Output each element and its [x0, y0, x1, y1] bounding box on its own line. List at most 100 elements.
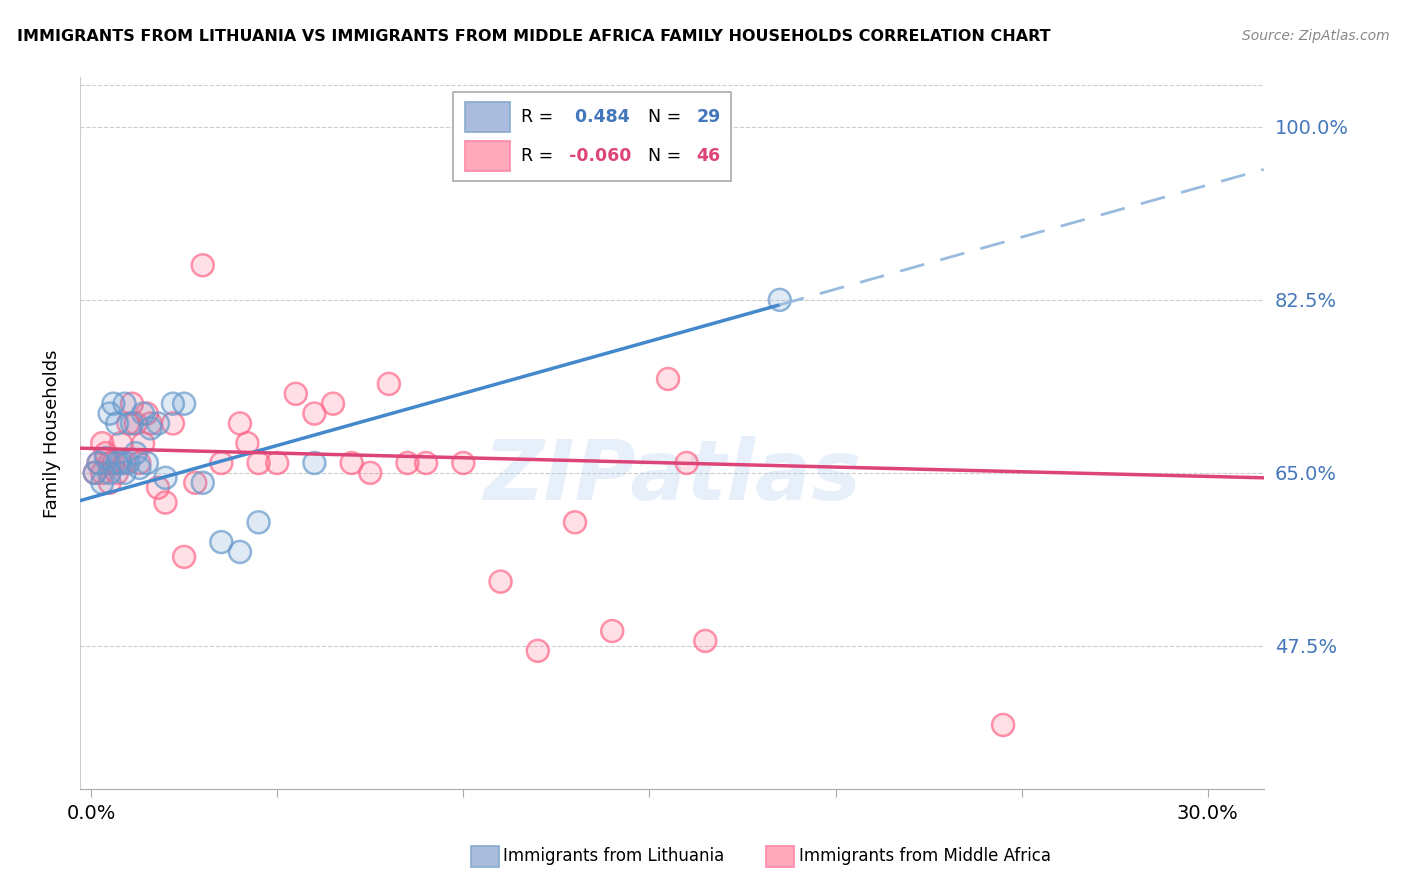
- Point: [98, 407, 121, 421]
- Point: [236, 436, 259, 450]
- Point: [675, 456, 697, 470]
- Point: [94, 446, 117, 460]
- Point: [146, 481, 169, 495]
- Point: [600, 624, 623, 638]
- Point: [135, 407, 157, 421]
- Y-axis label: Family Households: Family Households: [44, 349, 60, 517]
- Point: [695, 634, 717, 648]
- Point: [162, 397, 184, 411]
- Point: [173, 549, 195, 564]
- Point: [146, 481, 169, 495]
- Point: [103, 397, 125, 411]
- Point: [453, 456, 475, 470]
- Point: [114, 456, 136, 470]
- Point: [117, 456, 139, 470]
- Point: [83, 466, 105, 480]
- Point: [266, 456, 288, 470]
- Point: [340, 456, 363, 470]
- Point: [87, 456, 110, 470]
- Point: [91, 475, 114, 490]
- Point: [247, 516, 270, 530]
- Point: [489, 574, 512, 589]
- Point: [191, 475, 214, 490]
- Point: [94, 450, 117, 465]
- Point: [125, 446, 148, 460]
- Point: [304, 456, 326, 470]
- Point: [125, 417, 148, 431]
- Point: [125, 417, 148, 431]
- Point: [128, 461, 150, 475]
- Point: [191, 475, 214, 490]
- Text: Immigrants from Middle Africa: Immigrants from Middle Africa: [799, 847, 1050, 865]
- Point: [121, 417, 143, 431]
- Point: [209, 535, 232, 549]
- Point: [114, 397, 136, 411]
- Point: [162, 397, 184, 411]
- Point: [98, 407, 121, 421]
- Point: [600, 624, 623, 638]
- Point: [105, 417, 128, 431]
- Text: N =: N =: [637, 146, 688, 165]
- Point: [94, 450, 117, 465]
- Point: [489, 574, 512, 589]
- Point: [110, 456, 132, 470]
- Point: [114, 466, 136, 480]
- Point: [132, 407, 155, 421]
- Point: [83, 466, 105, 480]
- Point: [322, 397, 344, 411]
- Point: [229, 417, 252, 431]
- Point: [415, 456, 437, 470]
- Point: [98, 475, 121, 490]
- Text: R =: R =: [522, 146, 560, 165]
- Point: [139, 421, 162, 435]
- Bar: [464, 141, 509, 170]
- Text: N =: N =: [637, 108, 688, 127]
- Point: [657, 372, 679, 386]
- Point: [396, 456, 419, 470]
- Point: [128, 461, 150, 475]
- Point: [378, 376, 401, 391]
- Text: 29: 29: [696, 108, 721, 127]
- Point: [191, 258, 214, 272]
- Point: [284, 386, 307, 401]
- Text: R =: R =: [522, 108, 560, 127]
- Point: [132, 436, 155, 450]
- Point: [322, 397, 344, 411]
- Point: [247, 456, 270, 470]
- Point: [247, 456, 270, 470]
- Point: [114, 456, 136, 470]
- Point: [564, 516, 586, 530]
- Point: [98, 466, 121, 480]
- Point: [87, 456, 110, 470]
- Point: [139, 421, 162, 435]
- Point: [94, 446, 117, 460]
- Point: [91, 466, 114, 480]
- Point: [103, 456, 125, 470]
- Point: [146, 417, 169, 431]
- Point: [105, 466, 128, 480]
- Point: [184, 475, 207, 490]
- Point: [128, 456, 150, 470]
- Point: [83, 466, 105, 480]
- Point: [117, 456, 139, 470]
- Point: [105, 456, 128, 470]
- Point: [117, 417, 139, 431]
- Point: [110, 436, 132, 450]
- Point: [675, 456, 697, 470]
- Point: [526, 644, 548, 658]
- Point: [396, 456, 419, 470]
- Point: [155, 495, 177, 509]
- Point: [132, 407, 155, 421]
- Point: [284, 386, 307, 401]
- Point: [173, 397, 195, 411]
- Text: 0.484: 0.484: [569, 108, 630, 127]
- Point: [135, 456, 157, 470]
- Point: [91, 436, 114, 450]
- Point: [135, 407, 157, 421]
- Point: [453, 456, 475, 470]
- Point: [236, 436, 259, 450]
- Point: [209, 456, 232, 470]
- Point: [769, 293, 792, 307]
- Point: [87, 456, 110, 470]
- Point: [121, 417, 143, 431]
